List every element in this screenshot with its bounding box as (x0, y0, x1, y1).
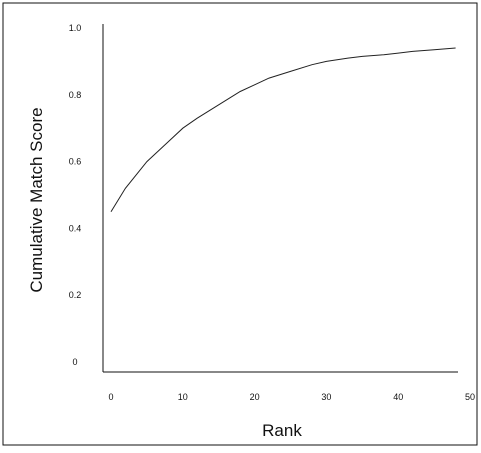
y-tick-label: 0 (72, 357, 77, 367)
x-tick-label: 0 (108, 392, 113, 402)
y-tick-label: 0.8 (69, 90, 82, 100)
x-tick-label: 10 (178, 392, 188, 402)
y-tick-label: 1.0 (69, 23, 82, 33)
cms-series-line (110, 47, 456, 212)
x-tick-label: 30 (321, 392, 331, 402)
y-axis-label: Cumulative Match Score (27, 107, 46, 292)
chart-frame (2, 2, 478, 446)
x-tick-label: 20 (250, 392, 260, 402)
x-tick-label: 50 (465, 392, 475, 402)
x-tick-labels: 0 10 20 30 40 50 (108, 392, 475, 402)
y-tick-labels: 0 0.2 0.4 0.6 0.8 1.0 (69, 23, 82, 367)
y-tick-label: 0.2 (69, 290, 82, 300)
x-tick-label: 40 (393, 392, 403, 402)
y-tick-label: 0.4 (69, 223, 82, 233)
y-tick-label: 0.6 (69, 157, 82, 167)
x-axis-label: Rank (262, 421, 302, 440)
